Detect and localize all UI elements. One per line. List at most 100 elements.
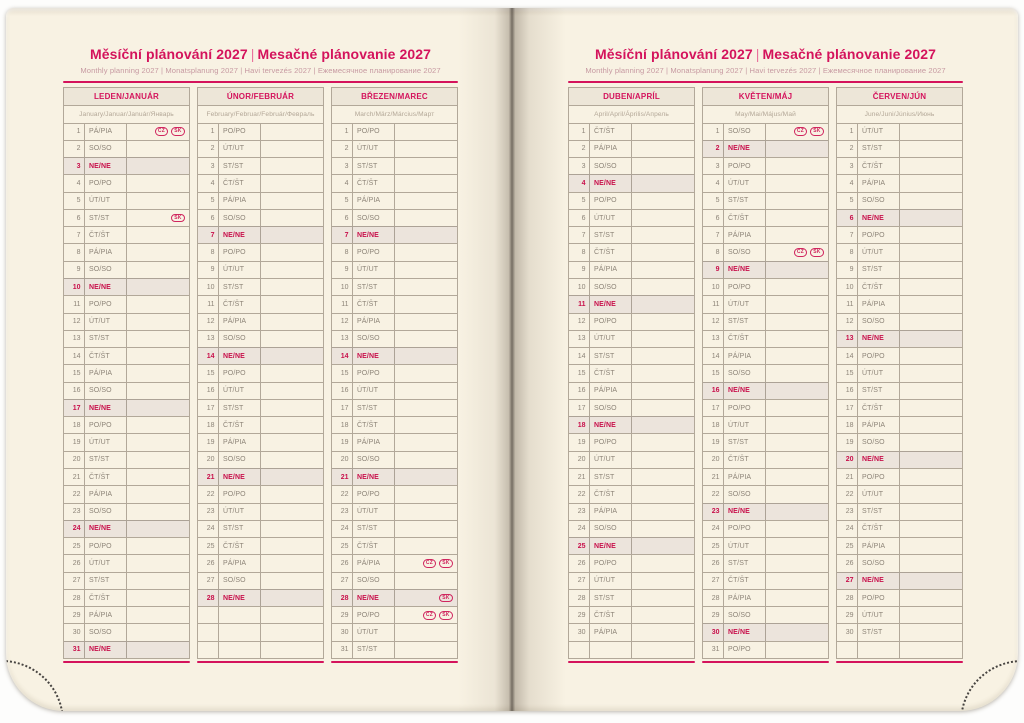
day-row: 17 PO/PO (703, 398, 828, 417)
day-row: 27 SO/SO (332, 571, 457, 589)
month-name: BŘEZEN/MAREC (332, 88, 457, 106)
notes-cell (395, 452, 457, 468)
day-abbrev: SO/SO (219, 451, 261, 468)
day-row: 15 PO/PO (332, 364, 457, 382)
page-header: Měsíční plánování 2027 | Mesačné plánovani… (568, 8, 963, 83)
notes-cell (632, 469, 694, 485)
day-number: 5 (198, 192, 219, 209)
day-abbrev: NE/NE (219, 469, 261, 486)
notes-cell (766, 348, 828, 364)
day-abbrev: PO/PO (85, 296, 127, 313)
notes-cell (395, 296, 457, 312)
day-row: 16 ÚT/UT (198, 381, 323, 399)
notes-cell (395, 193, 457, 209)
day-row: 14 ST/ST (569, 347, 694, 365)
perforation-arc-right (960, 660, 1018, 711)
day-abbrev: ČT/ŠT (219, 538, 261, 555)
day-number: 29 (837, 607, 858, 624)
notes-cell (261, 383, 323, 399)
day-number: 9 (332, 261, 353, 278)
day-row: 5 PÁ/PIA (198, 191, 323, 209)
day-row: 24 ČT/ŠT (837, 519, 962, 538)
notes-cell (127, 607, 189, 623)
day-number: 8 (569, 244, 590, 261)
day-abbrev: ČT/ŠT (724, 572, 766, 589)
day-row: 19 ST/ST (703, 433, 828, 451)
day-row: 25 ÚT/UT (703, 537, 828, 555)
notes-cell (127, 504, 189, 520)
day-abbrev: PO/PO (724, 279, 766, 296)
notes-cell (766, 296, 828, 312)
day-row: 19 PÁ/PIA (332, 433, 457, 451)
notes-cell (632, 607, 694, 623)
day-abbrev: ÚT/UT (219, 140, 261, 158)
day-row: 4 NE/NE (569, 174, 694, 192)
day-number: 21 (837, 469, 858, 486)
notes-cell (766, 417, 828, 433)
day-abbrev: PO/PO (353, 244, 395, 261)
day-abbrev: PO/PO (85, 175, 127, 192)
notes-cell (127, 348, 189, 364)
day-number: 2 (64, 140, 85, 158)
day-abbrev: ÚT/UT (858, 123, 900, 140)
day-abbrev: ČT/ŠT (353, 417, 395, 434)
notes-cell (127, 590, 189, 606)
day-row: 13 ČT/ŠT (703, 329, 828, 348)
notes-cell (261, 124, 323, 140)
notes-cell (395, 538, 457, 554)
notes-cell (766, 175, 828, 191)
notes-cell (395, 624, 457, 640)
day-abbrev: PÁ/PIA (590, 503, 632, 520)
day-row: 24 NE/NE (64, 519, 189, 538)
day-abbrev: ČT/ŠT (85, 589, 127, 607)
notes-cell (395, 124, 457, 140)
notes-cell (766, 538, 828, 554)
day-number: 15 (569, 365, 590, 382)
notes-cell (261, 434, 323, 450)
holiday-badge-sk: SK (438, 611, 453, 620)
notes-cell (900, 434, 962, 450)
day-abbrev: ČT/ŠT (219, 417, 261, 434)
day-number: 26 (64, 555, 85, 572)
day-row: 18 PO/PO (64, 416, 189, 434)
day-row: 4 ÚT/UT (703, 174, 828, 192)
day-abbrev: ÚT/UT (724, 538, 766, 555)
day-abbrev: NE/NE (724, 382, 766, 399)
day-number: 1 (837, 123, 858, 140)
table-underline (331, 661, 458, 663)
notes-cell (766, 227, 828, 243)
day-abbrev: ST/ST (724, 434, 766, 451)
day-abbrev: PÁ/PIA (590, 261, 632, 278)
perforation-arc-left (6, 660, 64, 711)
page-title: Měsíční plánování 2027 | Mesačné plánovani… (63, 47, 458, 62)
day-number: 14 (703, 348, 724, 365)
notes-cell (632, 124, 694, 140)
day-number: 7 (837, 227, 858, 244)
day-abbrev: PÁ/PIA (858, 296, 900, 313)
day-abbrev: ST/ST (219, 520, 261, 538)
day-number: 2 (332, 140, 353, 158)
day-row: 29 PÁ/PIA (64, 606, 189, 624)
day-row: 25 NE/NE (569, 537, 694, 555)
day-abbrev: ST/ST (85, 451, 127, 468)
day-row: 18 ÚT/UT (703, 416, 828, 434)
notes-cell (261, 244, 323, 260)
day-abbrev: SO/SO (353, 209, 395, 227)
day-row: 9 ÚT/UT (332, 260, 457, 278)
day-row: 15 SO/SO (703, 364, 828, 382)
day-row: 8 ÚT/UT (837, 243, 962, 261)
day-abbrev: ÚT/UT (219, 261, 261, 278)
day-row: 13 ST/ST (64, 329, 189, 348)
notes-cell (632, 314, 694, 330)
day-abbrev: PO/PO (858, 348, 900, 365)
day-number: 12 (837, 313, 858, 330)
day-row: 30 ÚT/UT (332, 623, 457, 641)
day-abbrev: ST/ST (590, 227, 632, 244)
day-abbrev: ÚT/UT (590, 572, 632, 589)
day-abbrev: PO/PO (858, 589, 900, 607)
day-abbrev: ÚT/UT (85, 434, 127, 451)
day-abbrev: PO/PO (219, 486, 261, 503)
notes-cell (900, 400, 962, 416)
notes-cell (261, 314, 323, 330)
notes-cell (261, 400, 323, 416)
